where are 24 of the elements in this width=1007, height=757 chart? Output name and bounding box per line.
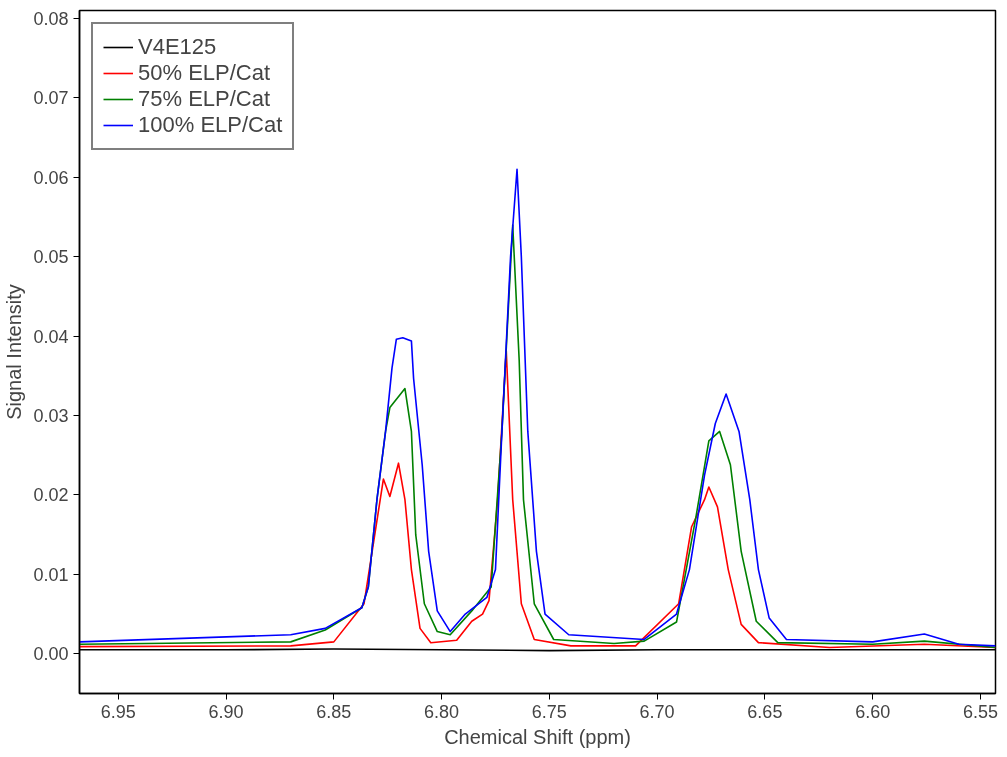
- y-tick-label: 0.04: [33, 326, 69, 347]
- x-tick-label: 6.75: [531, 701, 567, 722]
- x-tick-label: 6.90: [208, 701, 244, 722]
- legend-label: 50% ELP/Cat: [138, 60, 271, 86]
- legend-label: 75% ELP/Cat: [138, 86, 271, 112]
- y-tick-label: 0.05: [33, 247, 69, 268]
- y-tick-label: 0.03: [33, 406, 69, 427]
- y-axis-title: Signal Intensity: [3, 284, 26, 420]
- y-tick-label: 0.06: [33, 167, 69, 188]
- legend-label: 100% ELP/Cat: [138, 112, 283, 138]
- legend-label: V4E125: [138, 34, 217, 60]
- y-tick-label: 0.07: [33, 88, 69, 109]
- x-axis-title: Chemical Shift (ppm): [444, 725, 631, 748]
- x-tick-label: 6.65: [747, 701, 783, 722]
- x-tick-label: 6.85: [316, 701, 352, 722]
- y-tick-label: 0.01: [33, 564, 69, 585]
- y-tick-label: 0.00: [33, 644, 69, 665]
- y-tick-label: 0.08: [33, 8, 69, 29]
- x-tick-label: 6.60: [855, 701, 891, 722]
- x-tick-label: 6.95: [100, 701, 136, 722]
- x-tick-label: 6.55: [962, 701, 998, 722]
- x-tick-label: 6.80: [424, 701, 460, 722]
- y-tick-label: 0.02: [33, 485, 69, 506]
- x-tick-label: 6.70: [639, 701, 675, 722]
